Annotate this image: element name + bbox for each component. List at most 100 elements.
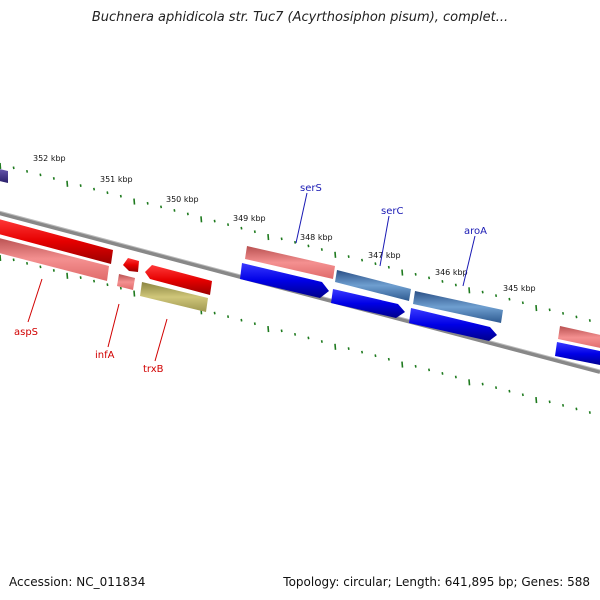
ruler-tick xyxy=(267,325,270,333)
gene-arrow-blue-right[interactable] xyxy=(555,342,600,366)
ruler-tick xyxy=(294,332,297,336)
ruler-tick xyxy=(280,329,283,333)
gene-label-serS[interactable]: serS xyxy=(300,183,322,194)
ruler-tick xyxy=(106,283,109,287)
ruler-tick xyxy=(106,191,109,195)
ruler-tick xyxy=(280,237,283,241)
ruler-tick xyxy=(160,205,163,209)
ruler-tick xyxy=(52,269,55,272)
ruler-tick xyxy=(387,265,390,269)
ruler-tick xyxy=(374,262,377,266)
leader-aroA xyxy=(462,235,476,287)
gene-arrow-blue-2[interactable] xyxy=(331,289,405,318)
ruler-tick xyxy=(495,386,498,390)
gene-arrow-red-aspS[interactable] xyxy=(0,218,113,264)
ruler-tick xyxy=(307,336,310,340)
ruler-tick xyxy=(387,357,390,361)
ruler-tick xyxy=(267,233,270,241)
ruler-tick xyxy=(39,173,42,177)
ruler-tick xyxy=(414,364,417,368)
ruler-tick xyxy=(12,166,15,170)
ruler-tick xyxy=(347,347,350,350)
scale-label-350: 350 kbp xyxy=(166,195,199,204)
ruler-tick xyxy=(79,184,82,187)
ruler-tick xyxy=(213,311,216,315)
ruler-tick xyxy=(562,403,565,407)
leader-serS xyxy=(295,192,308,244)
ruler-tick xyxy=(481,382,484,386)
ruler-tick xyxy=(200,216,203,223)
genome-title: Buchnera aphidicola str. Tuc7 (Acyrthosi… xyxy=(91,10,509,25)
ruler-tick xyxy=(240,226,243,230)
ruler-tick xyxy=(428,368,431,372)
ruler-tick xyxy=(535,304,538,312)
ruler-tick xyxy=(240,318,243,322)
ruler-tick xyxy=(66,272,69,279)
ruler-tick xyxy=(79,276,82,279)
ruler-tick xyxy=(575,315,578,319)
ruler-tick xyxy=(361,258,364,262)
gene-feature-olive-trxB[interactable] xyxy=(140,282,208,312)
ruler-tick xyxy=(428,276,431,280)
ruler-tick xyxy=(146,201,149,205)
ruler-tick xyxy=(119,194,122,198)
ruler-tick xyxy=(93,187,96,191)
ruler-tick xyxy=(334,251,337,258)
ruler-tick xyxy=(66,180,69,187)
scale-label-351: 351 kbp xyxy=(100,175,133,184)
gene-arrow-blue-3[interactable] xyxy=(409,308,497,341)
gene-feature-pink-infA[interactable] xyxy=(117,274,135,290)
ruler-tick xyxy=(213,219,216,223)
ruler-tick xyxy=(39,265,42,269)
gene-label-aroA[interactable]: aroA xyxy=(464,226,487,237)
ruler-tick xyxy=(521,301,524,305)
ruler-tick xyxy=(441,372,444,375)
ruler-tick xyxy=(588,411,591,414)
ruler-tick xyxy=(401,361,404,368)
gene-feature-pink-aspS[interactable] xyxy=(0,237,109,281)
ruler-tick xyxy=(562,311,565,315)
gene-label-trxB[interactable]: trxB xyxy=(143,364,164,375)
ruler-tick xyxy=(508,297,511,301)
gene-arrow-red-infA[interactable] xyxy=(123,258,139,272)
leader-aspS xyxy=(27,278,43,323)
ruler-tick xyxy=(12,258,15,262)
gene-label-infA[interactable]: infA xyxy=(95,350,115,361)
ruler-tick xyxy=(133,198,136,205)
ruler-tick xyxy=(575,407,578,411)
ruler-tick xyxy=(0,254,2,262)
ruler-tick xyxy=(521,393,524,397)
ruler-tick xyxy=(119,286,122,290)
ruler-tick xyxy=(93,279,96,283)
gene-feature-steel-serC[interactable] xyxy=(335,270,411,301)
scale-label-348: 348 kbp xyxy=(300,233,333,242)
gene-feature-purple-edge[interactable] xyxy=(0,168,8,183)
gene-feature-pink-serS[interactable] xyxy=(245,246,335,279)
leader-infA xyxy=(107,303,120,348)
ruler-tick xyxy=(347,255,350,258)
leader-trxB xyxy=(154,318,168,362)
ruler-tick xyxy=(548,308,551,312)
ruler-tick xyxy=(0,162,2,170)
scale-label-352: 352 kbp xyxy=(33,154,66,163)
gene-feature-pink-right[interactable] xyxy=(558,326,600,349)
ruler-tick xyxy=(481,290,484,294)
ruler-tick xyxy=(361,350,364,354)
ruler-tick xyxy=(588,319,591,322)
ruler-tick xyxy=(454,375,457,379)
ruler-tick xyxy=(26,169,29,173)
gene-feature-steel-aroA[interactable] xyxy=(413,291,503,323)
gene-label-serC[interactable]: serC xyxy=(381,206,403,217)
gene-label-aspS[interactable]: aspS xyxy=(14,327,38,338)
ruler-tick xyxy=(307,244,310,248)
gene-arrow-blue-1[interactable] xyxy=(240,263,329,298)
scale-label-347: 347 kbp xyxy=(368,251,401,260)
ruler-tick xyxy=(414,272,417,276)
leader-serC xyxy=(379,215,390,267)
ruler-tick xyxy=(253,230,256,234)
ruler-tick xyxy=(52,177,55,180)
ruler-tick xyxy=(468,379,471,386)
ruler-tick xyxy=(227,223,230,227)
gene-arrow-red-trxB[interactable] xyxy=(145,265,212,295)
